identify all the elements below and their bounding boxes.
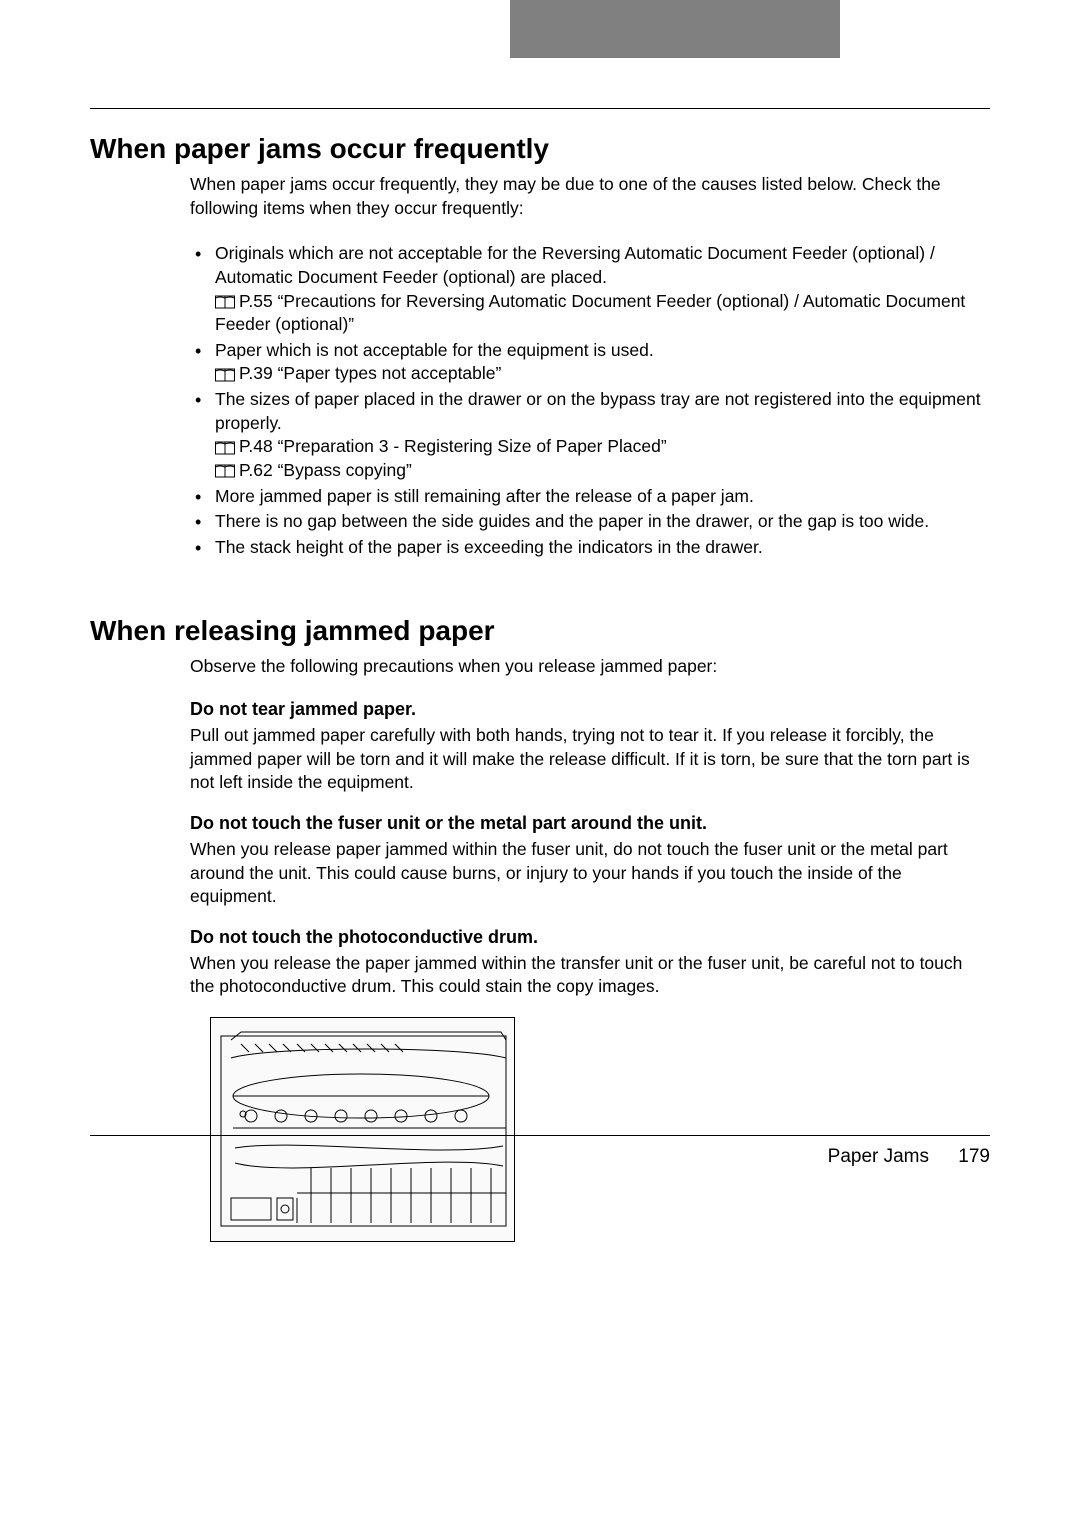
cross-ref: P.62 “Bypass copying” — [239, 460, 412, 480]
causes-list: Originals which are not acceptable for t… — [215, 242, 990, 559]
cause-item: The sizes of paper placed in the drawer … — [215, 388, 990, 483]
cross-ref: P.55 “Precautions for Reversing Automati… — [215, 291, 965, 335]
cause-text: Paper which is not acceptable for the eq… — [215, 340, 654, 360]
subhead-drum: Do not touch the photoconductive drum. — [190, 927, 990, 948]
para-drum: When you release the paper jammed within… — [190, 952, 990, 999]
printer-diagram — [210, 1017, 515, 1242]
book-icon — [215, 441, 235, 455]
chapter-tab — [510, 0, 840, 58]
cause-item: The stack height of the paper is exceedi… — [215, 536, 990, 560]
heading-releasing: When releasing jammed paper — [90, 615, 990, 647]
page-footer: Paper Jams 179 — [90, 1135, 990, 1168]
cause-text: The stack height of the paper is exceedi… — [215, 537, 763, 557]
footer-section: Paper Jams — [828, 1146, 929, 1167]
cross-ref: P.39 “Paper types not acceptable” — [239, 363, 501, 383]
cause-item: Paper which is not acceptable for the eq… — [215, 339, 990, 386]
intro-releasing: Observe the following precautions when y… — [190, 655, 990, 679]
page-container: When paper jams occur frequently When pa… — [0, 0, 1080, 1242]
top-rule — [90, 108, 990, 109]
para-fuser: When you release paper jammed within the… — [190, 838, 990, 909]
book-icon — [215, 368, 235, 382]
cause-item: Originals which are not acceptable for t… — [215, 242, 990, 337]
book-icon — [215, 464, 235, 478]
cause-text: Originals which are not acceptable for t… — [215, 243, 935, 287]
intro-frequent-jams: When paper jams occur frequently, they m… — [190, 173, 990, 220]
subhead-tear: Do not tear jammed paper. — [190, 699, 990, 720]
book-icon — [215, 295, 235, 309]
content-area: When paper jams occur frequently When pa… — [0, 108, 1080, 1242]
cause-text: There is no gap between the side guides … — [215, 511, 929, 531]
page-number: 179 — [958, 1146, 990, 1167]
para-tear: Pull out jammed paper carefully with bot… — [190, 724, 990, 795]
heading-frequent-jams: When paper jams occur frequently — [90, 133, 990, 165]
printer-diagram-svg — [211, 1018, 515, 1242]
cause-item: More jammed paper is still remaining aft… — [215, 485, 990, 509]
cause-text: The sizes of paper placed in the drawer … — [215, 389, 981, 433]
subhead-fuser: Do not touch the fuser unit or the metal… — [190, 813, 990, 834]
cause-item: There is no gap between the side guides … — [215, 510, 990, 534]
cross-ref: P.48 “Preparation 3 - Registering Size o… — [239, 436, 667, 456]
cause-text: More jammed paper is still remaining aft… — [215, 486, 754, 506]
